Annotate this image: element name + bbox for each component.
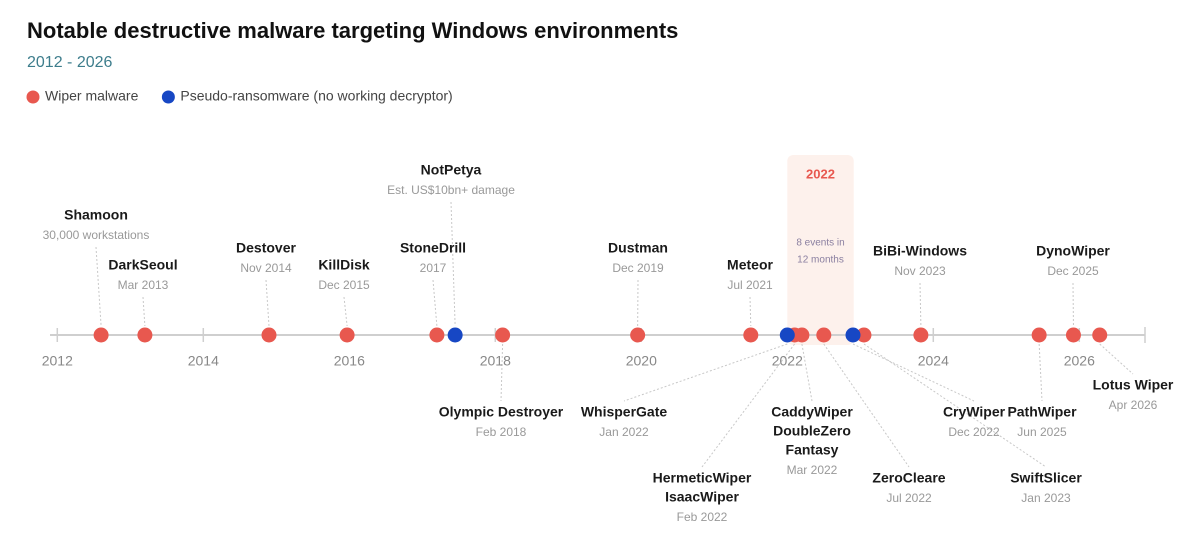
event-name: CaddyWiper bbox=[771, 404, 853, 420]
x-tick-label: 2026 bbox=[1064, 353, 1095, 369]
legend-marker bbox=[27, 91, 40, 104]
event-name: WhisperGate bbox=[581, 404, 668, 420]
leader-line bbox=[802, 344, 812, 401]
event-name: KillDisk bbox=[318, 257, 370, 273]
event-dot bbox=[630, 328, 645, 343]
event-date: Jul 2021 bbox=[727, 278, 773, 292]
event-date: Jan 2022 bbox=[599, 425, 649, 439]
leader-line bbox=[1039, 344, 1042, 401]
event-name: StoneDrill bbox=[400, 240, 466, 256]
event-name: ZeroCleare bbox=[872, 470, 945, 486]
event-name: Dustman bbox=[608, 240, 668, 256]
highlight-band bbox=[787, 155, 853, 345]
event-date: Dec 2025 bbox=[1047, 264, 1099, 278]
chart-subtitle: 2012 - 2026 bbox=[27, 54, 113, 71]
event-dot bbox=[846, 328, 861, 343]
x-tick-label: 2022 bbox=[772, 353, 803, 369]
event-name: PathWiper bbox=[1007, 404, 1077, 420]
leader-line bbox=[1100, 344, 1133, 374]
highlight-note: 8 events in bbox=[796, 238, 844, 249]
highlight-note: 12 months bbox=[797, 255, 844, 266]
legend-label: Pseudo-ransomware (no working decryptor) bbox=[180, 88, 452, 104]
chart-title: Notable destructive malware targeting Wi… bbox=[27, 18, 678, 43]
event-date: Dec 2015 bbox=[318, 278, 370, 292]
x-tick-label: 2024 bbox=[918, 353, 949, 369]
event-name: Meteor bbox=[727, 257, 773, 273]
event-date: Nov 2023 bbox=[894, 264, 946, 278]
event-date: Est. US$10bn+ damage bbox=[387, 183, 515, 197]
event-name: DarkSeoul bbox=[108, 257, 177, 273]
event-dot bbox=[429, 328, 444, 343]
legend-label: Wiper malware bbox=[45, 88, 139, 104]
event-dot bbox=[780, 328, 795, 343]
legend-marker bbox=[162, 91, 175, 104]
leader-line bbox=[451, 202, 455, 326]
background-layer bbox=[96, 155, 1133, 467]
event-date: 30,000 workstations bbox=[43, 228, 150, 242]
event-dot bbox=[743, 328, 758, 343]
event-name: CryWiper bbox=[943, 404, 1006, 420]
event-date: Apr 2026 bbox=[1109, 398, 1158, 412]
event-name: Destover bbox=[236, 240, 296, 256]
event-dot bbox=[94, 328, 109, 343]
event-date: Mar 2022 bbox=[787, 463, 838, 477]
highlight-label: 2022 bbox=[806, 166, 835, 181]
x-tick-label: 2016 bbox=[334, 353, 365, 369]
event-dot bbox=[1032, 328, 1047, 343]
event-name: BiBi-Windows bbox=[873, 243, 967, 259]
event-dot bbox=[816, 328, 831, 343]
leader-line bbox=[920, 283, 921, 326]
event-name: Shamoon bbox=[64, 207, 128, 223]
event-dot bbox=[495, 328, 510, 343]
event-date: Dec 2019 bbox=[612, 261, 664, 275]
event-date: Feb 2022 bbox=[677, 510, 728, 524]
event-dot bbox=[913, 328, 928, 343]
event-dot bbox=[1092, 328, 1107, 343]
event-name: DynoWiper bbox=[1036, 243, 1110, 259]
x-tick-label: 2014 bbox=[188, 353, 219, 369]
event-date: 2017 bbox=[420, 261, 447, 275]
event-dot bbox=[794, 328, 809, 343]
event-dot bbox=[340, 328, 355, 343]
event-date: Jan 2023 bbox=[1021, 491, 1071, 505]
event-name: NotPetya bbox=[421, 162, 482, 178]
event-date: Jul 2022 bbox=[886, 491, 932, 505]
event-date: Dec 2022 bbox=[948, 425, 1000, 439]
event-name: Fantasy bbox=[786, 442, 839, 458]
event-name: Olympic Destroyer bbox=[439, 404, 564, 420]
leader-line bbox=[96, 247, 101, 326]
event-name: SwiftSlicer bbox=[1010, 470, 1082, 486]
leader-line bbox=[344, 297, 347, 326]
leader-line bbox=[750, 297, 751, 326]
event-dot bbox=[448, 328, 463, 343]
event-name: Lotus Wiper bbox=[1093, 377, 1174, 393]
event-name: IsaacWiper bbox=[665, 489, 739, 505]
x-tick-label: 2012 bbox=[42, 353, 73, 369]
event-name: HermeticWiper bbox=[653, 470, 752, 486]
event-date: Feb 2018 bbox=[476, 425, 527, 439]
leader-line bbox=[266, 280, 269, 326]
event-dot bbox=[137, 328, 152, 343]
x-tick-label: 2018 bbox=[480, 353, 511, 369]
event-dot bbox=[1066, 328, 1081, 343]
event-date: Jun 2025 bbox=[1017, 425, 1067, 439]
event-dot bbox=[262, 328, 277, 343]
event-date: Nov 2014 bbox=[240, 261, 292, 275]
leader-line bbox=[853, 344, 974, 401]
leader-line bbox=[433, 280, 437, 326]
event-date: Mar 2013 bbox=[118, 278, 169, 292]
leader-line bbox=[143, 297, 145, 326]
event-name: DoubleZero bbox=[773, 423, 851, 439]
x-tick-label: 2020 bbox=[626, 353, 657, 369]
